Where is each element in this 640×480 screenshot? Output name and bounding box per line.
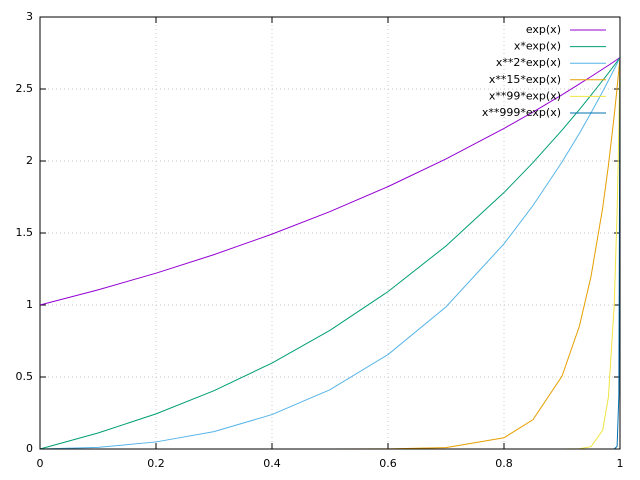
y-tick-label: 0 [26,442,33,455]
x-tick-label: 0.8 [495,457,513,470]
y-tick-label: 1 [26,298,33,311]
y-tick-label: 0.5 [16,370,34,383]
legend-label: exp(x) [526,23,561,36]
x-tick-label: 0.2 [147,457,165,470]
y-tick-label: 1.5 [16,226,34,239]
series-line [39,57,621,450]
legend-label: x**99*exp(x) [489,89,561,102]
x-tick-label: 0.4 [263,457,281,470]
x-tick-label: 1 [617,457,624,470]
y-tick-label: 2 [26,154,33,167]
legend-label: x*exp(x) [514,40,561,53]
plot-border [39,16,621,450]
x-tick-label: 0 [37,457,44,470]
legend-label: x**15*exp(x) [489,73,561,86]
x-tick-label: 0.6 [379,457,397,470]
y-tick-label: 2.5 [16,82,34,95]
legend-label: x**999*exp(x) [482,106,561,119]
y-tick-label: 3 [26,10,33,23]
series-line [39,57,621,450]
legend-label: x**2*exp(x) [496,56,561,69]
series-line [39,57,621,306]
